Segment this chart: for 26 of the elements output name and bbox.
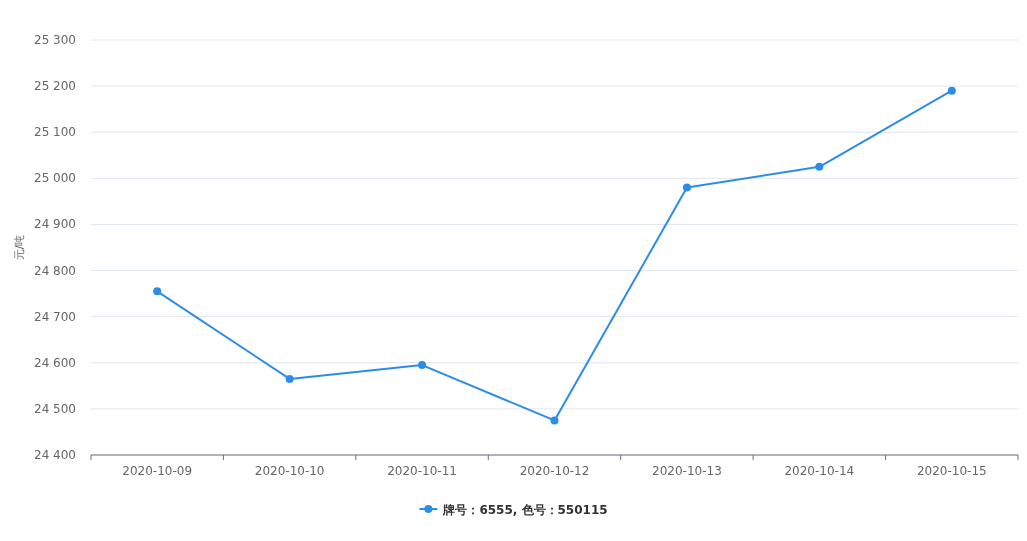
y-tick-label: 25 000 [34, 171, 76, 186]
x-tick-label: 2020-10-10 [254, 464, 325, 478]
x-tick-label: 2020-10-14 [784, 464, 855, 478]
x-tick-label: 2020-10-11 [387, 464, 457, 478]
x-tick-label: 2020-10-09 [122, 464, 193, 478]
point [418, 361, 427, 370]
y-tick-label: 24 900 [34, 217, 76, 232]
y-tick-label: 25 200 [34, 79, 76, 94]
x-tick-label: 2020-10-12 [519, 464, 590, 478]
y-tick-label: 24 700 [34, 309, 76, 324]
point [815, 162, 824, 171]
point [285, 374, 294, 383]
legend-label: 牌号：6555, 色号：550115 [442, 502, 608, 517]
y-tick-label: 24 400 [34, 448, 76, 462]
point [682, 183, 691, 192]
point [947, 86, 956, 95]
x-tick-label: 2020-10-13 [652, 464, 722, 478]
y-axis-title: 元/吨 [13, 234, 26, 261]
y-tick-label: 25 100 [34, 125, 76, 140]
x-tick-label: 2020-10-15 [916, 464, 987, 478]
y-tick-label: 24 600 [34, 355, 76, 370]
y-tick-label: 24 500 [34, 401, 76, 416]
point [550, 416, 559, 425]
y-tick-label: 25 300 [34, 33, 76, 47]
point [153, 287, 162, 296]
y-tick-label: 24 800 [34, 263, 76, 278]
